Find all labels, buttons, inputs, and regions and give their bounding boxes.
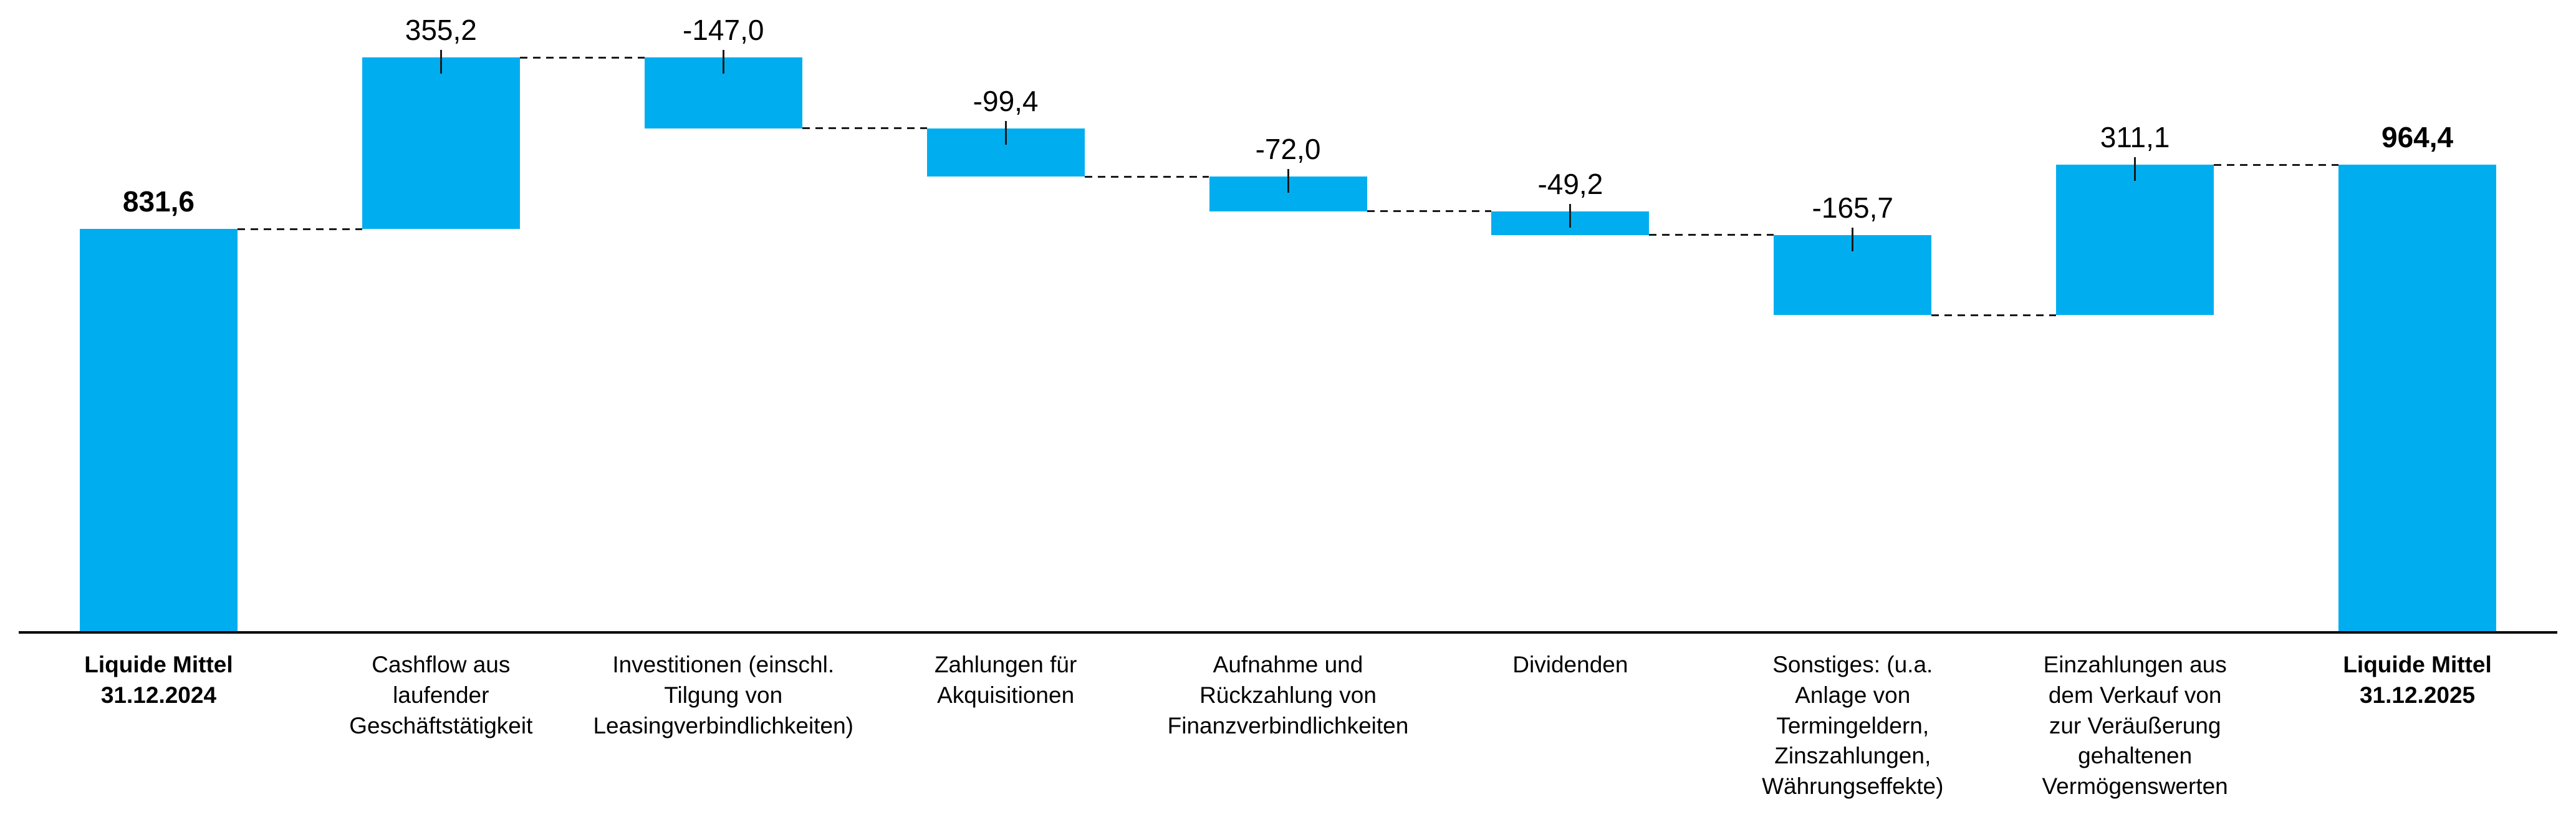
category-label: Liquide Mittel 31.12.2024	[84, 652, 233, 708]
waterfall-bar	[2056, 165, 2214, 316]
connector-dashed-line	[1367, 210, 1492, 213]
connector-dashed-line	[2214, 163, 2339, 166]
waterfall-bar	[2338, 165, 2497, 631]
x-axis-baseline	[19, 631, 2557, 634]
connector-dashed-line	[1084, 175, 1209, 178]
value-label: -147,0	[683, 13, 764, 46]
value-tick-mark	[1004, 120, 1007, 145]
value-tick-mark	[2134, 157, 2136, 181]
connector-dashed-line	[519, 56, 645, 59]
category-label: Einzahlungen aus dem Verkauf von zur Ver…	[2042, 652, 2228, 800]
category-label: Sonstiges: (u.a. Anlage von Termingelder…	[1762, 652, 1944, 800]
value-label: 311,1	[2100, 120, 2170, 153]
value-label: -49,2	[1537, 167, 1603, 200]
connector-dashed-line	[802, 127, 927, 130]
category-label: Investitionen (einschl. Tilgung von Leas…	[593, 652, 853, 738]
value-label: 355,2	[405, 13, 477, 46]
category-label: Zahlungen für Akquisitionen	[934, 652, 1077, 708]
value-label: 831,6	[122, 185, 195, 218]
value-tick-mark	[440, 50, 442, 74]
connector-dashed-line	[1931, 314, 2057, 316]
category-label: Aufnahme und Rückzahlung von Finanzverbi…	[1167, 652, 1409, 738]
value-tick-mark	[722, 50, 724, 74]
category-label: Dividenden	[1512, 652, 1628, 677]
value-tick-mark	[1569, 203, 1572, 228]
value-label: -99,4	[973, 84, 1039, 117]
connector-dashed-line	[1649, 234, 1774, 236]
category-label: Liquide Mittel 31.12.2025	[2343, 652, 2492, 708]
value-label: -72,0	[1255, 132, 1321, 165]
category-label: Cashflow aus laufender Geschäftstätigkei…	[349, 652, 533, 738]
connector-dashed-line	[237, 228, 362, 230]
waterfall-bar	[362, 57, 520, 230]
value-tick-mark	[1852, 227, 1854, 251]
value-label: 964,4	[2381, 121, 2454, 154]
waterfall-bar	[79, 229, 238, 631]
value-tick-mark	[1287, 169, 1289, 193]
value-label: -165,7	[1812, 191, 1893, 224]
